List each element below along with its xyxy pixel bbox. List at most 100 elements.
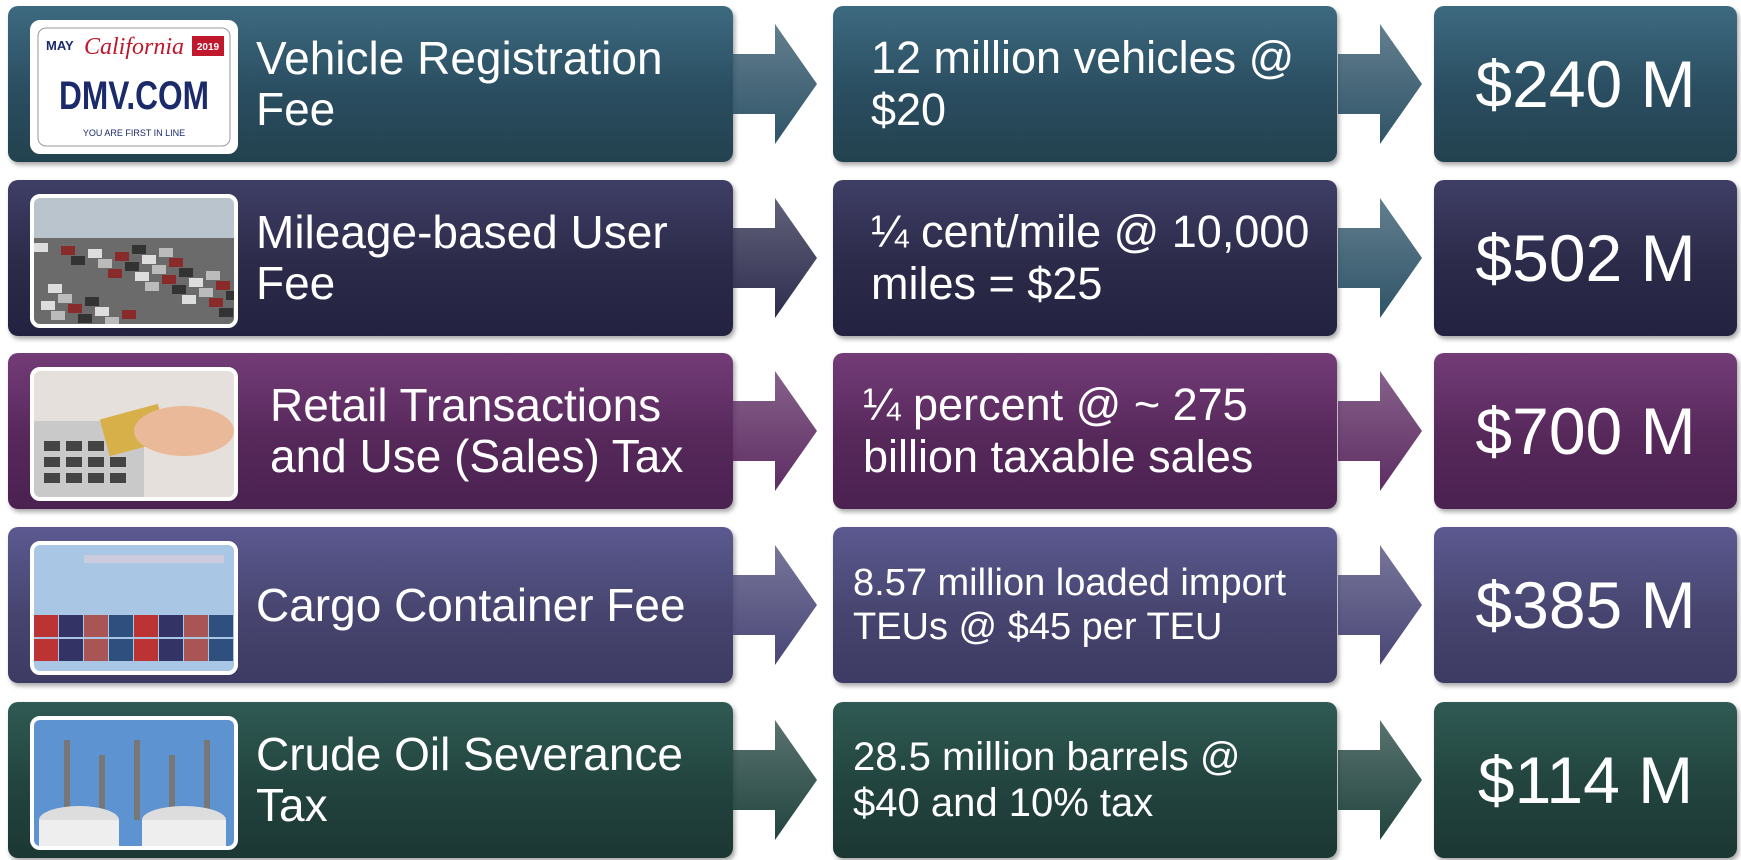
arrow bbox=[1338, 6, 1422, 162]
revenue-box: $240 M bbox=[1434, 6, 1737, 162]
calculation-label: 12 million vehicles @ $20 bbox=[871, 32, 1326, 136]
fee-label: Mileage-based User Fee bbox=[256, 207, 726, 309]
container bbox=[84, 639, 108, 661]
car bbox=[105, 317, 119, 324]
car bbox=[179, 268, 193, 277]
arrow bbox=[733, 702, 817, 858]
calculation-box: 8.57 million loaded import TEUs @ $45 pe… bbox=[833, 527, 1337, 683]
car bbox=[142, 255, 156, 264]
tank-body bbox=[39, 820, 119, 846]
key bbox=[44, 473, 60, 483]
container bbox=[209, 639, 233, 661]
key bbox=[66, 457, 82, 467]
container bbox=[34, 639, 58, 661]
calculation-box: ¼ percent @ ~ 275 billion taxable sales bbox=[833, 353, 1337, 509]
revenue-label: $502 M bbox=[1475, 220, 1695, 296]
key bbox=[66, 473, 82, 483]
container bbox=[159, 639, 183, 661]
car bbox=[132, 245, 146, 254]
key bbox=[88, 441, 104, 451]
row: Retail Transactions and Use (Sales) Tax ¼… bbox=[0, 353, 1741, 511]
container bbox=[109, 615, 133, 637]
car bbox=[219, 308, 233, 317]
fee-label: Crude Oil Severance Tax bbox=[256, 729, 726, 831]
car bbox=[95, 307, 109, 316]
calculation-label: 28.5 million barrels @ $40 and 10% tax bbox=[853, 734, 1273, 826]
sky bbox=[34, 198, 234, 238]
hand bbox=[134, 406, 234, 456]
calculation-box: 28.5 million barrels @ $40 and 10% tax bbox=[833, 702, 1337, 858]
plate-state: California bbox=[84, 34, 184, 60]
key bbox=[88, 473, 104, 483]
car bbox=[68, 304, 82, 313]
arrow bbox=[733, 353, 817, 509]
car bbox=[206, 271, 220, 280]
arrow-shape bbox=[733, 24, 817, 144]
car bbox=[58, 294, 72, 303]
photo bbox=[34, 545, 234, 671]
car bbox=[61, 246, 75, 255]
car bbox=[34, 243, 48, 252]
container bbox=[59, 615, 83, 637]
car bbox=[48, 284, 62, 293]
car bbox=[51, 311, 65, 320]
car bbox=[199, 288, 213, 297]
revenue-label: $385 M bbox=[1475, 567, 1695, 643]
image-frame bbox=[30, 194, 238, 328]
revenue-label: $240 M bbox=[1475, 46, 1695, 122]
car bbox=[152, 265, 166, 274]
row: Crude Oil Severance Tax 28.5 million barr… bbox=[0, 702, 1741, 860]
fee-box: Cargo Container Fee bbox=[8, 527, 733, 683]
image-frame bbox=[30, 367, 238, 501]
tank-body bbox=[142, 820, 226, 846]
car bbox=[98, 259, 112, 268]
plate-month: MAY bbox=[46, 38, 74, 53]
car bbox=[41, 301, 55, 310]
car bbox=[159, 248, 173, 257]
car bbox=[189, 278, 203, 287]
car bbox=[182, 295, 196, 304]
fee-label: Cargo Container Fee bbox=[256, 580, 726, 631]
fee-label: Retail Transactions and Use (Sales) Tax bbox=[270, 380, 740, 482]
arrow bbox=[1338, 527, 1422, 683]
car bbox=[172, 285, 186, 294]
container bbox=[134, 615, 158, 637]
container bbox=[209, 615, 233, 637]
key bbox=[66, 441, 82, 451]
car bbox=[125, 262, 139, 271]
photo bbox=[34, 371, 234, 497]
container bbox=[134, 639, 158, 661]
plate-number: DMV.COM bbox=[59, 74, 209, 118]
arrow-shape bbox=[733, 545, 817, 665]
fee-label: Vehicle Registration Fee bbox=[256, 33, 726, 135]
arrow-shape bbox=[1338, 720, 1422, 840]
car bbox=[169, 258, 183, 267]
revenue-label: $700 M bbox=[1475, 393, 1695, 469]
fee-box: Mileage-based User Fee bbox=[8, 180, 733, 336]
photo bbox=[34, 198, 234, 324]
plate-slogan: YOU ARE FIRST IN LINE bbox=[83, 128, 185, 138]
container bbox=[34, 615, 58, 637]
car bbox=[122, 310, 136, 319]
key bbox=[44, 441, 60, 451]
arrow-shape bbox=[1338, 24, 1422, 144]
arrow-shape bbox=[733, 371, 817, 491]
car bbox=[135, 272, 149, 281]
plate-year: 2019 bbox=[197, 42, 220, 53]
page: MAY California 2019 DMV.COM YOU ARE FIRST IN… bbox=[0, 0, 1741, 855]
image-frame bbox=[30, 541, 238, 675]
row: Cargo Container Fee 8.57 million loaded i… bbox=[0, 527, 1741, 685]
arrow bbox=[733, 180, 817, 336]
car bbox=[216, 281, 230, 290]
container bbox=[184, 639, 208, 661]
calculation-box: ¼ cent/mile @ 10,000 miles = $25 bbox=[833, 180, 1337, 336]
car bbox=[88, 249, 102, 258]
revenue-box: $114 M bbox=[1434, 702, 1737, 858]
arrow-shape bbox=[733, 720, 817, 840]
arrow-shape bbox=[1338, 545, 1422, 665]
key bbox=[110, 457, 126, 467]
arrow bbox=[1338, 702, 1422, 858]
car bbox=[85, 297, 99, 306]
car bbox=[209, 298, 223, 307]
arrow bbox=[1338, 353, 1422, 509]
